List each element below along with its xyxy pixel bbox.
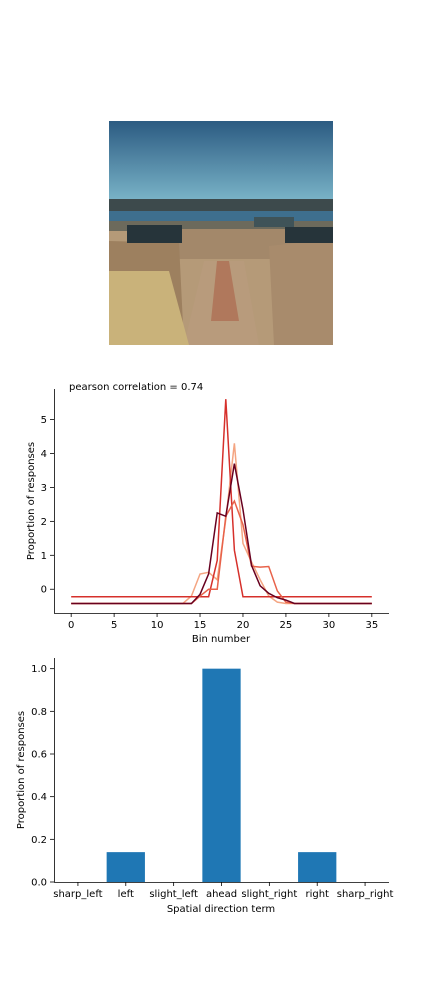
sign-right — [285, 227, 333, 243]
bar-x-tick-label: left — [118, 889, 134, 900]
right-wall — [269, 239, 333, 345]
line-chart-x-ticks: 0 5 10 15 20 25 30 35 — [68, 613, 378, 631]
bar-y-tick-label: 0.6 — [31, 750, 47, 761]
line-y-tick-label: 0 — [41, 585, 47, 596]
bar-y-tick-label: 0.4 — [31, 792, 47, 803]
line-chart-y-ticks: 0 1 2 3 4 5 — [41, 415, 54, 596]
bar-right — [298, 852, 337, 882]
bar-chart-ylabel: Proportion of responses — [16, 711, 27, 829]
bar-y-tick-label: 1.0 — [31, 664, 47, 675]
line-y-tick-label: 4 — [41, 449, 47, 460]
line-y-tick-label: 5 — [41, 415, 47, 426]
sign-left — [127, 225, 182, 243]
line-chart-xlabel: Bin number — [192, 634, 251, 645]
bar-x-tick-label: right — [305, 889, 329, 900]
line-x-tick-label: 5 — [111, 620, 117, 631]
line-x-tick-label: 20 — [237, 620, 250, 631]
line-x-tick-label: 10 — [151, 620, 164, 631]
line-chart-series — [71, 399, 372, 605]
bar-left — [106, 852, 145, 882]
line-y-tick-label: 2 — [41, 517, 47, 528]
line-y-tick-label: 1 — [41, 551, 47, 562]
bar-y-tick-label: 0.2 — [31, 835, 47, 846]
bar-chart-x-ticks: sharp_left left slight_left ahead slight_rig… — [53, 882, 393, 900]
line-x-tick-label: 25 — [280, 620, 293, 631]
bar-chart-xlabel: Spatial direction term — [167, 904, 275, 915]
series-line-4 — [71, 463, 372, 605]
series-line-3 — [71, 499, 372, 605]
sign-mid — [254, 217, 294, 227]
sky — [109, 121, 333, 201]
stimulus-photo — [109, 121, 333, 345]
line-y-tick-label: 3 — [41, 483, 47, 494]
bar-x-tick-label: slight_right — [241, 889, 297, 900]
series-line-2 — [71, 399, 372, 598]
line-x-tick-label: 30 — [323, 620, 336, 631]
line-chart-title: pearson correlation = 0.74 — [69, 382, 203, 393]
line-chart: pearson correlation = 0.74 0 1 2 3 4 5 0 5 10 15… — [26, 382, 389, 645]
horizon-land — [109, 199, 333, 213]
bar-x-tick-label: ahead — [206, 889, 237, 900]
bar-y-tick-label: 0.0 — [31, 878, 47, 889]
bar-x-tick-label: sharp_left — [53, 889, 102, 900]
bar-y-tick-label: 0.8 — [31, 707, 47, 718]
line-x-tick-label: 15 — [194, 620, 207, 631]
bar-chart-y-ticks: 0.0 0.2 0.4 0.6 0.8 1.0 — [31, 664, 54, 889]
bar-chart: 0.0 0.2 0.4 0.6 0.8 1.0 sharp_left left slight_… — [16, 658, 393, 915]
bar-x-tick-label: sharp_right — [337, 889, 394, 900]
red-strip — [211, 261, 239, 321]
line-x-tick-label: 0 — [68, 620, 74, 631]
bar-ahead — [202, 668, 241, 882]
line-chart-ylabel: Proportion of responses — [26, 442, 37, 560]
bar-x-tick-label: slight_left — [149, 889, 198, 900]
line-x-tick-label: 35 — [365, 620, 378, 631]
bar-chart-bars — [106, 668, 337, 882]
grass — [109, 271, 189, 345]
